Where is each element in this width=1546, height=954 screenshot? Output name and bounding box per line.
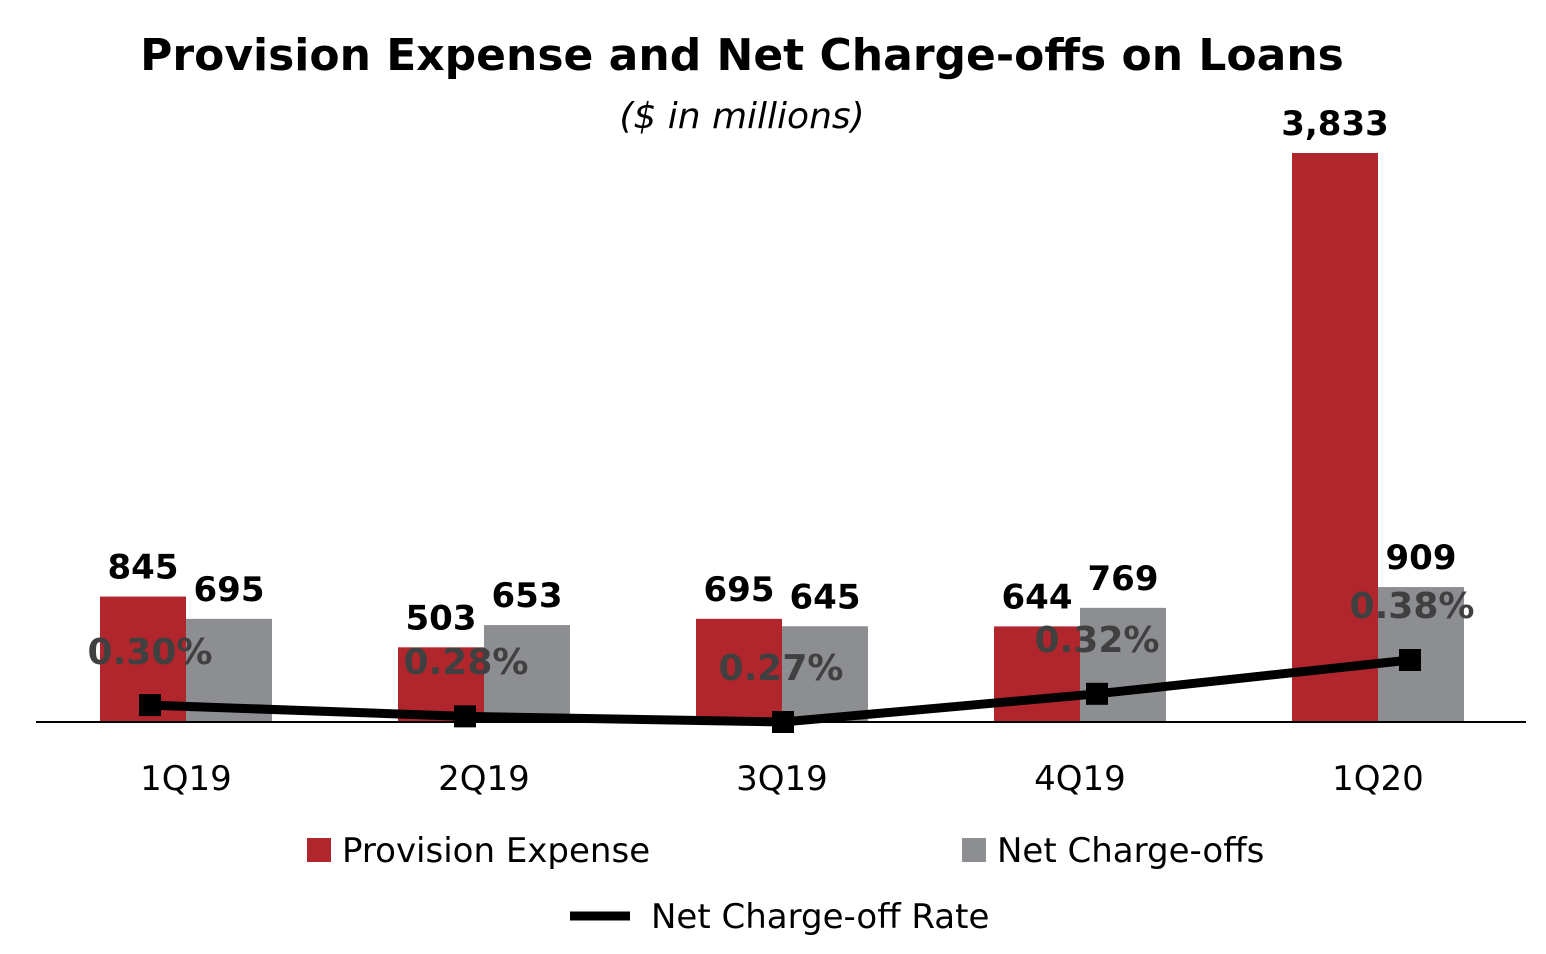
x-axis-ticks: 1Q19 2Q19 3Q19 4Q19 1Q20 — [140, 759, 1424, 799]
provision-expense-label: 695 — [704, 570, 775, 610]
provision-expense-bar — [696, 618, 782, 722]
net-charge-off-rate-label: 0.30% — [88, 632, 213, 673]
net-charge-off-rate-label: 0.32% — [1035, 620, 1160, 661]
net-charge-offs-bar — [782, 626, 868, 722]
x-tick-label: 1Q19 — [140, 759, 232, 799]
rate-line-layer: 0.30% 0.28% 0.27% 0.32% 0.38% — [88, 586, 1475, 733]
provision-expense-label: 845 — [108, 548, 179, 588]
provision-expense-label: 503 — [406, 598, 477, 638]
net-charge-off-rate-marker — [772, 711, 794, 733]
bars-layer: 845 695 503 653 695 645 644 769 3,833 909 — [100, 104, 1464, 722]
net-charge-offs-label: 909 — [1386, 538, 1457, 578]
net-charge-off-rate-marker — [1086, 682, 1108, 705]
net-charge-offs-label: 653 — [492, 576, 563, 616]
net-charge-offs-label: 695 — [194, 570, 265, 610]
x-tick-label: 4Q19 — [1034, 759, 1126, 799]
provision-expense-bar — [1292, 153, 1378, 722]
legend-label-net-charge-offs: Net Charge-offs — [997, 831, 1264, 871]
x-tick-label: 1Q20 — [1332, 759, 1424, 799]
chart-title: Provision Expense and Net Charge-offs on… — [140, 30, 1344, 81]
net-charge-off-rate-marker — [1399, 649, 1421, 671]
net-charge-off-rate-marker — [454, 705, 476, 728]
net-charge-off-rate-label: 0.38% — [1350, 586, 1475, 627]
net-charge-offs-label: 769 — [1088, 559, 1159, 599]
net-charge-off-rate-marker — [139, 694, 161, 717]
provision-expense-label: 644 — [1002, 577, 1073, 617]
provision-expense-label: 3,833 — [1281, 104, 1389, 144]
legend-swatch-provision-expense — [307, 838, 331, 862]
net-charge-offs-label: 645 — [790, 577, 861, 617]
legend-label-net-charge-off-rate: Net Charge-off Rate — [651, 897, 989, 937]
x-tick-label: 2Q19 — [438, 759, 530, 799]
net-charge-off-rate-label: 0.28% — [404, 642, 529, 683]
x-tick-label: 3Q19 — [736, 759, 828, 799]
net-charge-offs-bar — [484, 625, 570, 722]
legend-swatch-net-charge-offs — [962, 838, 986, 862]
net-charge-off-rate-label: 0.27% — [719, 648, 844, 689]
legend-label-provision-expense: Provision Expense — [342, 831, 650, 871]
chart-subtitle: ($ in millions) — [619, 96, 864, 137]
